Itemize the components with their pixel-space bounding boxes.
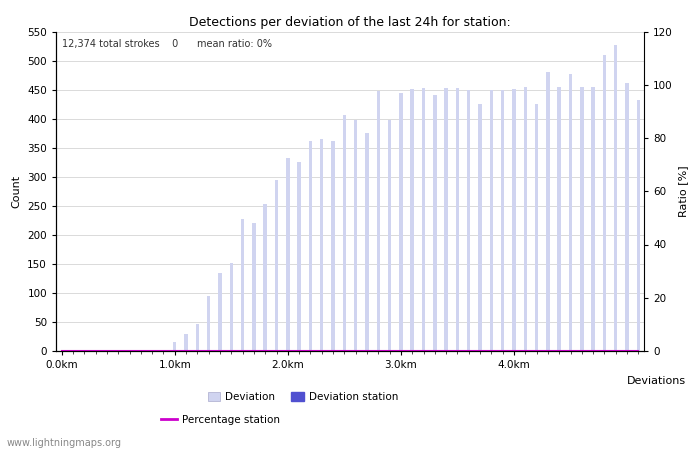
Bar	[275, 180, 278, 351]
Bar	[625, 83, 629, 351]
Bar	[490, 90, 493, 351]
Text: Deviations: Deviations	[626, 376, 686, 386]
Bar	[320, 139, 323, 351]
Bar	[365, 133, 369, 351]
Bar	[546, 72, 550, 351]
Bar	[388, 121, 391, 351]
Bar	[603, 55, 606, 351]
Bar	[467, 90, 470, 351]
Bar	[207, 296, 211, 351]
Bar	[557, 87, 561, 351]
Bar	[592, 87, 595, 351]
Bar	[150, 350, 154, 351]
Bar	[501, 90, 504, 351]
Bar	[354, 121, 358, 351]
Bar	[512, 89, 516, 351]
Bar	[569, 74, 572, 351]
Bar	[614, 45, 617, 351]
Y-axis label: Count: Count	[12, 175, 22, 208]
Bar	[263, 204, 267, 351]
Title: Detections per deviation of the last 24h for station:: Detections per deviation of the last 24h…	[189, 16, 511, 29]
Bar	[196, 324, 199, 351]
Text: 12,374 total strokes    0      mean ratio: 0%: 12,374 total strokes 0 mean ratio: 0%	[62, 40, 272, 50]
Bar	[298, 162, 301, 351]
Bar	[399, 93, 402, 351]
Bar	[524, 87, 527, 351]
Bar	[535, 104, 538, 351]
Bar	[218, 273, 222, 351]
Bar	[286, 158, 290, 351]
Bar	[456, 89, 459, 351]
Bar	[422, 89, 425, 351]
Bar	[230, 263, 233, 351]
Y-axis label: Ratio [%]: Ratio [%]	[678, 166, 688, 217]
Bar	[377, 91, 380, 351]
Bar	[580, 87, 584, 351]
Bar	[241, 219, 244, 351]
Bar	[309, 141, 312, 351]
Bar	[343, 115, 346, 351]
Text: www.lightningmaps.org: www.lightningmaps.org	[7, 438, 122, 448]
Bar	[478, 104, 482, 351]
Bar	[433, 95, 437, 351]
Bar	[184, 333, 188, 351]
Legend: Percentage station: Percentage station	[157, 410, 284, 429]
Bar	[252, 223, 256, 351]
Bar	[444, 89, 448, 351]
Bar	[637, 100, 640, 351]
Bar	[331, 141, 335, 351]
Bar	[173, 342, 176, 351]
Bar	[410, 89, 414, 351]
